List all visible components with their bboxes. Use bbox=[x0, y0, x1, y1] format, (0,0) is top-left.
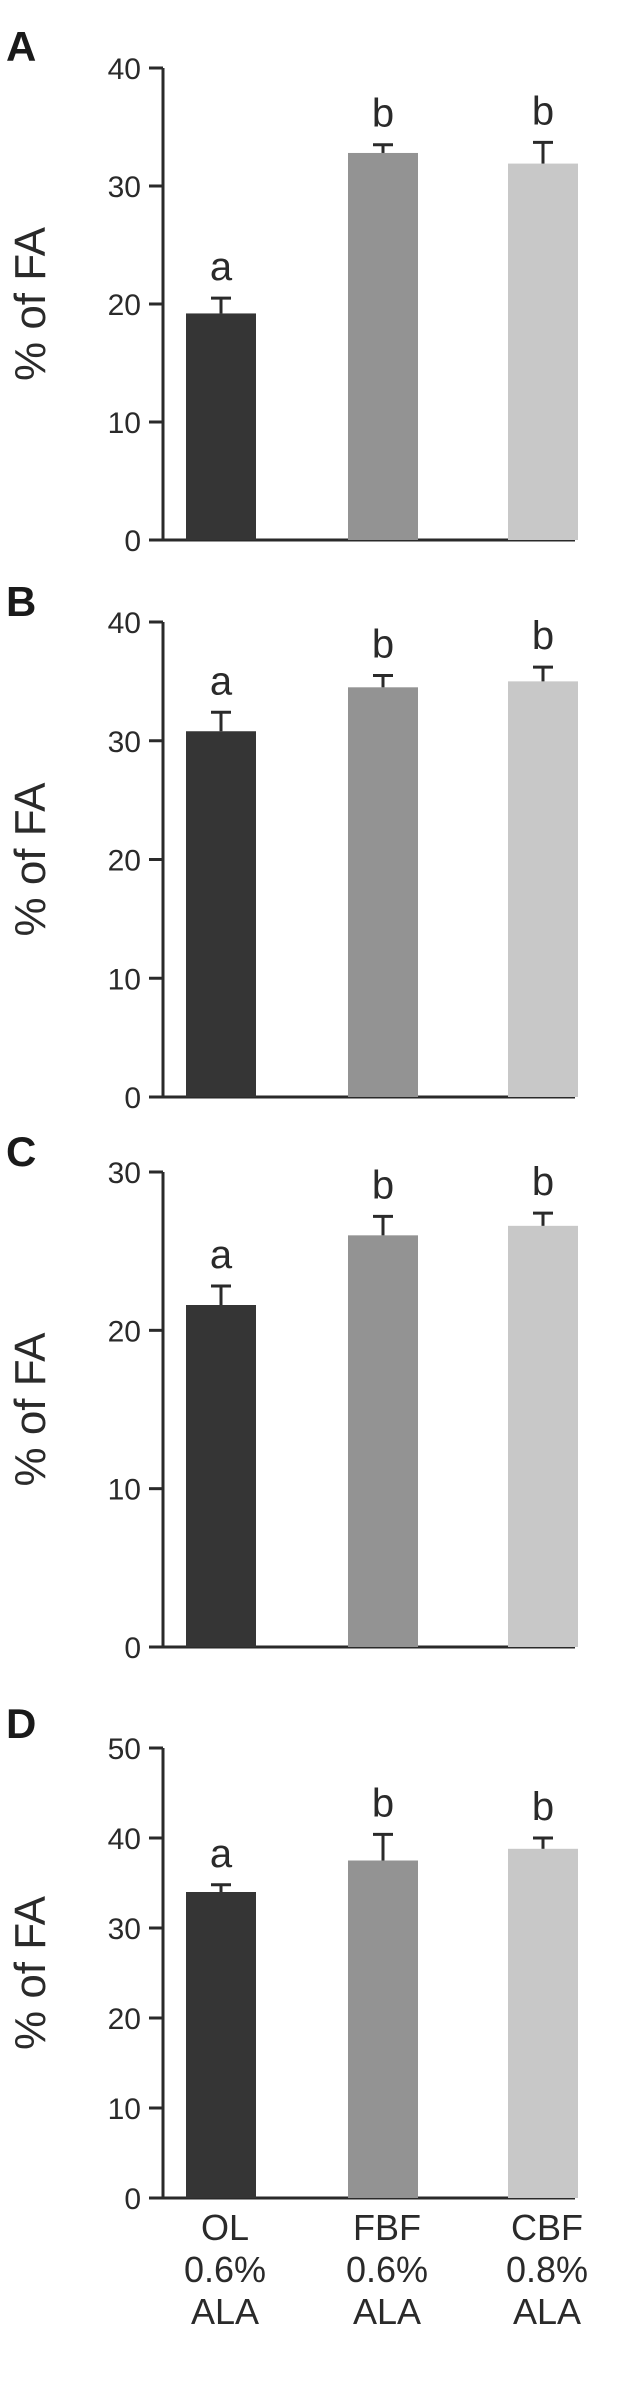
y-tick-label: 20 bbox=[108, 845, 141, 878]
bar bbox=[508, 681, 578, 1097]
y-tick-label: 0 bbox=[124, 525, 141, 558]
y-tick-label: 30 bbox=[108, 1913, 141, 1946]
y-axis-label: % of FA bbox=[6, 1895, 55, 2050]
x-category-label: ALA bbox=[513, 2291, 581, 2332]
bar bbox=[508, 163, 578, 540]
significance-label: b bbox=[372, 92, 394, 136]
y-tick-label: 30 bbox=[108, 171, 141, 204]
panel-label: B bbox=[6, 578, 36, 625]
bar bbox=[348, 152, 418, 540]
x-category-label: OL bbox=[201, 2207, 249, 2248]
significance-label: b bbox=[532, 1785, 554, 1829]
x-category-label: 0.6% bbox=[346, 2249, 428, 2290]
y-tick-label: 30 bbox=[108, 1157, 141, 1190]
significance-label: b bbox=[372, 1163, 394, 1207]
y-axis-label: % of FA bbox=[6, 226, 55, 381]
x-category-label: 0.8% bbox=[506, 2249, 588, 2290]
y-tick-label: 10 bbox=[108, 407, 141, 440]
significance-label: a bbox=[210, 245, 233, 289]
y-tick-label: 0 bbox=[124, 1082, 141, 1115]
y-tick-label: 20 bbox=[108, 289, 141, 322]
y-tick-label: 30 bbox=[108, 726, 141, 759]
bar bbox=[186, 731, 256, 1097]
y-tick-label: 10 bbox=[108, 963, 141, 996]
y-tick-label: 40 bbox=[108, 607, 141, 640]
x-category-label: ALA bbox=[353, 2291, 421, 2332]
y-tick-label: 40 bbox=[108, 53, 141, 86]
y-tick-label: 20 bbox=[108, 2003, 141, 2036]
x-category-label: FBF bbox=[353, 2207, 421, 2248]
significance-label: b bbox=[372, 622, 394, 666]
significance-label: b bbox=[532, 1160, 554, 1204]
x-category-label: CBF bbox=[511, 2207, 583, 2248]
y-tick-label: 0 bbox=[124, 2183, 141, 2216]
significance-label: a bbox=[210, 659, 233, 703]
y-axis-label: % of FA bbox=[6, 782, 55, 937]
bar bbox=[186, 313, 256, 540]
x-category-label: 0.6% bbox=[184, 2249, 266, 2290]
panel-label: D bbox=[6, 1700, 36, 1747]
bar bbox=[508, 1848, 578, 2198]
y-tick-label: 20 bbox=[108, 1315, 141, 1348]
significance-label: a bbox=[210, 1233, 233, 1277]
bar bbox=[186, 1892, 256, 2198]
significance-label: b bbox=[532, 614, 554, 658]
bar bbox=[508, 1225, 578, 1647]
y-tick-label: 10 bbox=[108, 1474, 141, 1507]
bar bbox=[186, 1305, 256, 1647]
bar bbox=[348, 687, 418, 1097]
bar bbox=[348, 1860, 418, 2198]
significance-label: b bbox=[532, 89, 554, 133]
bar bbox=[348, 1235, 418, 1647]
y-axis-label: % of FA bbox=[6, 1332, 55, 1487]
panel-label: C bbox=[6, 1128, 36, 1175]
significance-label: b bbox=[372, 1781, 394, 1825]
significance-label: a bbox=[210, 1832, 233, 1876]
panel-label: A bbox=[6, 23, 36, 70]
y-tick-label: 40 bbox=[108, 1823, 141, 1856]
x-category-label: ALA bbox=[191, 2291, 259, 2332]
y-tick-label: 0 bbox=[124, 1632, 141, 1665]
y-tick-label: 10 bbox=[108, 2093, 141, 2126]
y-tick-label: 50 bbox=[108, 1733, 141, 1766]
